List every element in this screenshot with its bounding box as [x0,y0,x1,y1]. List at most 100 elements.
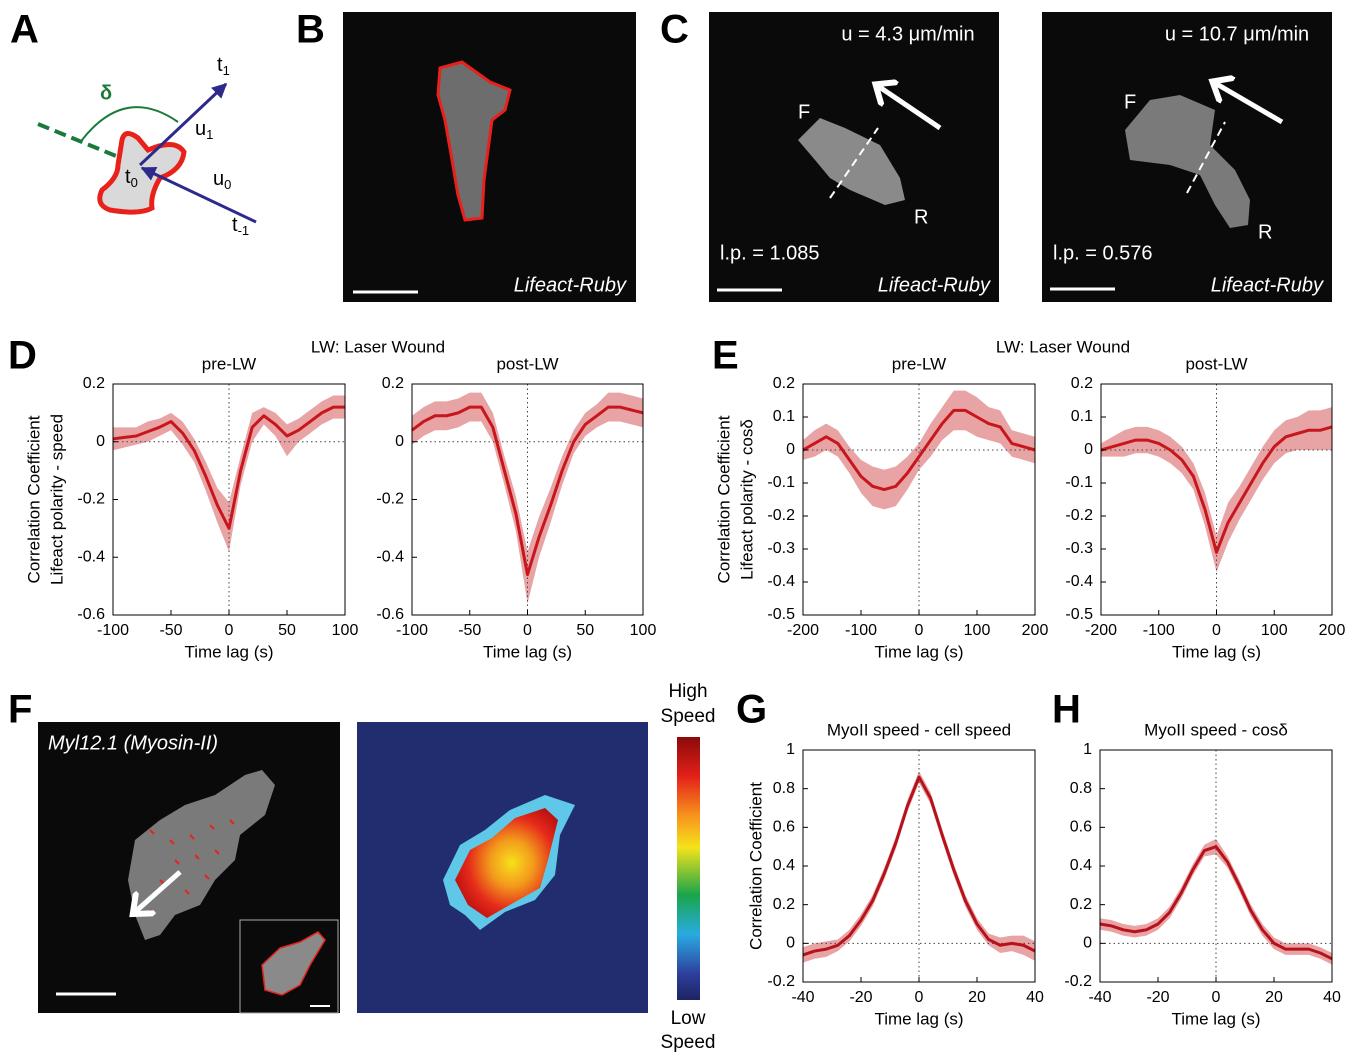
x-tick-label: -200 [1085,622,1117,639]
caption: Myl12.1 (Myosin-II) [48,732,218,754]
data-line [803,777,1035,955]
y-tick-label: 0.6 [773,819,795,836]
diagram-a: δ t1 u1 t0 u0 t-1 [38,54,256,238]
x-tick-label: -20 [1146,989,1169,1006]
image-b: Lifeact-Ruby [343,12,636,302]
colorbar-label: Speed [661,706,716,727]
y-tick-label: 0.6 [1070,819,1092,836]
panel-label: C [660,8,689,52]
x-axis-label: Time lag (s) [483,642,572,661]
x-tick-label: 0 [523,622,532,639]
x-tick-label: 200 [1319,622,1346,639]
y-tick-label: -0.2 [767,973,795,990]
chart-title: MyoII speed - cell speed [827,720,1011,739]
y-tick-label: -0.1 [1065,474,1093,491]
y-tick-label: 1 [1083,741,1092,758]
x-tick-label: 0 [225,622,234,639]
y-tick-label: 0.2 [1070,896,1092,913]
micrograph [343,12,636,302]
y-tick-label: 0.4 [1070,857,1092,874]
y-tick-label: 0.2 [382,375,404,392]
arrow [142,168,256,222]
y-tick-label: 0 [1084,441,1093,458]
y-tick-label: -0.1 [767,474,795,491]
y-tick-label: -0.4 [77,548,105,565]
x-tick-label: 100 [630,622,657,639]
colorbar-label: Speed [661,1032,716,1053]
colorbar-label: Low [671,1008,706,1029]
front-label: F [1124,91,1136,113]
polarity-label: l.p. = 1.085 [720,242,820,264]
caption: Lifeact-Ruby [1211,274,1324,296]
vector-label: u0 [213,168,231,192]
confidence-band [1100,839,1332,965]
x-tick-label: 0 [915,989,924,1006]
speed-label: u = 10.7 μm/min [1165,23,1309,45]
vector-label: t1 [217,54,230,78]
y-tick-label: 0 [786,935,795,952]
image-f1: Myl12.1 (Myosin-II) [38,722,340,1013]
confidence-band [803,391,1035,510]
y-tick-label: -0.4 [1065,573,1093,590]
y-tick-label: 0.1 [1071,408,1093,425]
x-axis-label: Time lag (s) [1171,1009,1260,1028]
x-tick-label: -100 [1143,622,1175,639]
vector-label: u1 [195,118,213,142]
panel-label: E [712,334,739,378]
panel-label: F [8,688,32,732]
y-tick-label: 0.2 [83,375,105,392]
x-tick-label: -100 [396,622,428,639]
y-tick-label: 0.4 [773,857,795,874]
y-axis-label: Correlation Coefficient [714,415,733,583]
x-tick-label: -100 [97,622,129,639]
y-tick-label: 0.2 [1071,375,1093,392]
panel-label: H [1052,688,1081,732]
x-axis-label: Time lag (s) [874,642,963,661]
panel-label: A [10,8,39,52]
x-tick-label: 40 [1026,989,1044,1006]
y-tick-label: -0.5 [1065,606,1093,623]
front-label: F [798,101,810,123]
sub: 1 [206,127,213,142]
y-tick-label: -0.2 [376,491,404,508]
y-tick-label: -0.3 [1065,540,1093,557]
y-tick-label: 0.2 [773,375,795,392]
caption: Lifeact-Ruby [514,274,627,296]
panel-label: B [296,8,325,52]
chart-title: pre-LW [892,354,946,373]
x-tick-label: 100 [964,622,991,639]
image-c1: u = 4.3 μm/min F R l.p. = 1.085 Lifeact-… [709,12,999,302]
x-tick-label: 100 [1261,622,1288,639]
y-tick-label: -0.5 [767,606,795,623]
sub: 1 [223,63,230,78]
panel-label: D [8,334,37,378]
x-tick-label: -200 [787,622,819,639]
x-tick-label: -40 [791,989,814,1006]
x-tick-label: 40 [1323,989,1341,1006]
u: u [195,118,206,140]
y-tick-label: 0 [1083,935,1092,952]
x-tick-label: 200 [1022,622,1049,639]
group-title: LW: Laser Wound [996,337,1130,356]
x-tick-label: -40 [1088,989,1111,1006]
chart-title: post-LW [496,354,558,373]
x-tick-label: -100 [845,622,877,639]
x-tick-label: 0 [1212,989,1221,1006]
delta-label: δ [100,82,112,104]
polarity-label: l.p. = 0.576 [1053,242,1153,264]
y-axis-label: Correlation Coefficient [24,415,43,583]
y-tick-label: 0.8 [773,780,795,797]
x-axis-label: Time lag (s) [874,1009,963,1028]
chart-title: MyoII speed - cosδ [1144,720,1288,739]
sub: -1 [238,223,250,238]
y-tick-label: -0.2 [767,507,795,524]
image-c2: u = 10.7 μm/min F R l.p. = 0.576 Lifeact… [1042,12,1332,302]
caption: Lifeact-Ruby [878,274,991,296]
panel-label: G [736,688,767,732]
x-tick-label: -50 [159,622,182,639]
colorbar-label: High [668,681,707,702]
y-tick-label: -0.6 [77,606,105,623]
speed-label: u = 4.3 μm/min [841,23,974,45]
chart-title: pre-LW [202,354,256,373]
y-axis-label: Lifeact polarity - speed [47,414,66,585]
